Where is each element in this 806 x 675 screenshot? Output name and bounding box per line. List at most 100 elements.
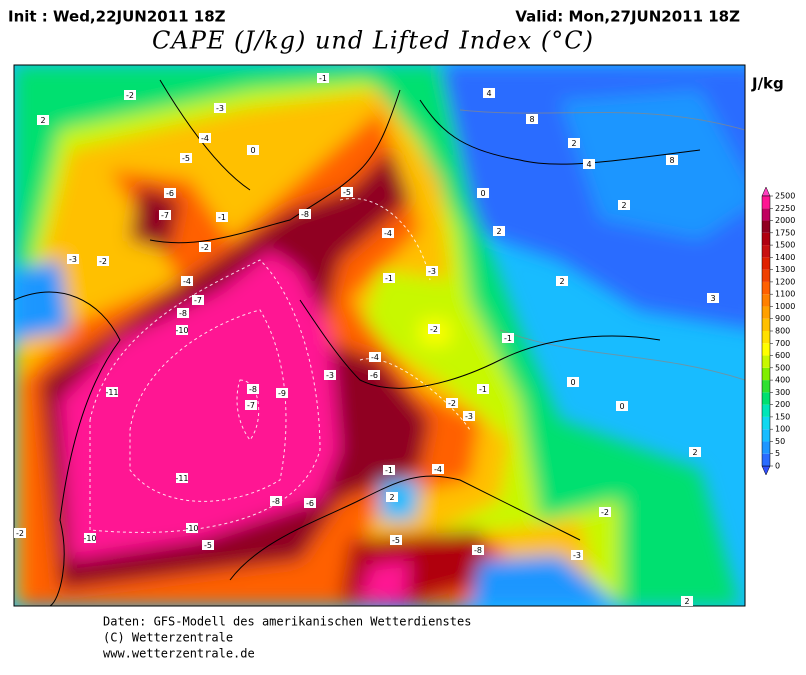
contour-label: -4 bbox=[434, 465, 442, 474]
contour-label: -3 bbox=[69, 255, 77, 264]
contour-label: 0 bbox=[250, 146, 255, 155]
contour-label-box bbox=[97, 256, 109, 266]
colorbar-label: 900 bbox=[775, 314, 790, 323]
colorbar-segment bbox=[762, 416, 770, 430]
contour-label: 8 bbox=[529, 115, 534, 124]
contour-label: -3 bbox=[573, 551, 581, 560]
contour-label: -5 bbox=[204, 541, 212, 550]
contour-label: -5 bbox=[182, 154, 190, 163]
contour-label: 8 bbox=[669, 156, 674, 165]
colorbar-segment bbox=[762, 220, 770, 233]
contour-label-box bbox=[428, 324, 440, 334]
colorbar-label: 2500 bbox=[775, 192, 795, 201]
contour-label: -2 bbox=[126, 91, 134, 100]
contour-label-box bbox=[666, 155, 678, 165]
contour-label-box bbox=[599, 507, 611, 517]
colorbar-label: 50 bbox=[775, 437, 785, 446]
contour-label-box bbox=[571, 550, 583, 560]
contour-label: -10 bbox=[83, 534, 96, 543]
contour-label-box bbox=[106, 387, 118, 397]
colorbar-label: 0 bbox=[775, 462, 780, 471]
contour-label-box bbox=[493, 226, 505, 236]
contour-label-box bbox=[276, 388, 288, 398]
contour-label: -6 bbox=[306, 499, 314, 508]
contour-label-box bbox=[124, 90, 136, 100]
contour-label: 2 bbox=[571, 139, 576, 148]
colorbar-label: 1300 bbox=[775, 265, 795, 274]
contour-label: 0 bbox=[480, 189, 485, 198]
colorbar-segment bbox=[762, 355, 770, 368]
contour-label-box bbox=[616, 401, 628, 411]
footer-line: (C) Wetterzentrale bbox=[103, 631, 233, 645]
contour-label: -8 bbox=[272, 497, 280, 506]
contour-label-box bbox=[483, 88, 495, 98]
colorbar-segment bbox=[762, 306, 770, 319]
contour-label: 2 bbox=[389, 493, 394, 502]
contour-label-box bbox=[317, 73, 329, 83]
contour-label-box bbox=[382, 228, 394, 238]
contour-label-box bbox=[177, 308, 189, 318]
contour-label-box bbox=[463, 411, 475, 421]
contour-label: 0 bbox=[619, 402, 624, 411]
map-title: CAPE (J/kg) und Lifted Index (°C) bbox=[152, 27, 594, 55]
colorbar-label: 300 bbox=[775, 388, 790, 397]
contour-label: -8 bbox=[249, 385, 257, 394]
colorbar-segment bbox=[762, 196, 770, 209]
contour-label-box bbox=[583, 159, 595, 169]
contour-label: -2 bbox=[601, 508, 609, 517]
colorbar-label: 1000 bbox=[775, 302, 795, 311]
contour-label-box bbox=[304, 498, 316, 508]
contour-label-box bbox=[270, 496, 282, 506]
colorbar-segment bbox=[762, 281, 770, 295]
colorbar-label: 1400 bbox=[775, 253, 795, 262]
contour-label-box bbox=[67, 254, 79, 264]
colorbar-segment bbox=[762, 429, 770, 442]
map-frame bbox=[13, 64, 746, 607]
footer-line: Daten: GFS-Modell des amerikanischen Wet… bbox=[103, 615, 471, 629]
contour-label-box bbox=[432, 464, 444, 474]
colorbar-segment bbox=[762, 453, 770, 466]
contour-label-box bbox=[199, 242, 211, 252]
contour-label-box bbox=[202, 540, 214, 550]
contour-label-box bbox=[477, 384, 489, 394]
contour-label: -6 bbox=[370, 371, 378, 380]
contour-label-box bbox=[176, 473, 188, 483]
contour-label: -5 bbox=[392, 536, 400, 545]
contour-label: -6 bbox=[166, 189, 174, 198]
contour-label-box bbox=[383, 273, 395, 283]
contour-label-box bbox=[567, 377, 579, 387]
contour-label-box bbox=[159, 210, 171, 220]
contour-label-box bbox=[707, 293, 719, 303]
contour-label-box bbox=[383, 465, 395, 475]
contour-label-box bbox=[689, 447, 701, 457]
contour-label-box bbox=[247, 384, 259, 394]
colorbar-segment bbox=[762, 245, 770, 258]
colorbar-segment bbox=[762, 257, 770, 270]
contour-label: -2 bbox=[430, 325, 438, 334]
colorbar-segment bbox=[762, 404, 770, 417]
colorbar-label: 2250 bbox=[775, 204, 795, 213]
colorbar-label: 100 bbox=[775, 425, 790, 434]
colorbar-label: 400 bbox=[775, 376, 790, 385]
contour-label: -3 bbox=[216, 104, 224, 113]
contour-label: -11 bbox=[175, 474, 188, 483]
contour-label: -1 bbox=[479, 385, 487, 394]
contour-label: 2 bbox=[684, 597, 689, 606]
contour-label-box bbox=[84, 533, 96, 543]
contour-label-box bbox=[186, 523, 198, 533]
contour-label: -3 bbox=[326, 371, 334, 380]
contour-label-box bbox=[14, 528, 26, 538]
colorbar-segment bbox=[762, 294, 770, 307]
contour-label-box bbox=[446, 398, 458, 408]
colorbar-end bbox=[761, 186, 771, 197]
contour-label: -8 bbox=[301, 210, 309, 219]
colorbar-segment bbox=[762, 331, 770, 344]
contour-label: 2 bbox=[692, 448, 697, 457]
contour-label: -10 bbox=[175, 326, 188, 335]
contour-label: -1 bbox=[218, 213, 226, 222]
colorbar-label: 800 bbox=[775, 327, 790, 336]
colorbar-label: 500 bbox=[775, 363, 790, 372]
contour-label-box bbox=[164, 188, 176, 198]
contour-label-box bbox=[176, 325, 188, 335]
